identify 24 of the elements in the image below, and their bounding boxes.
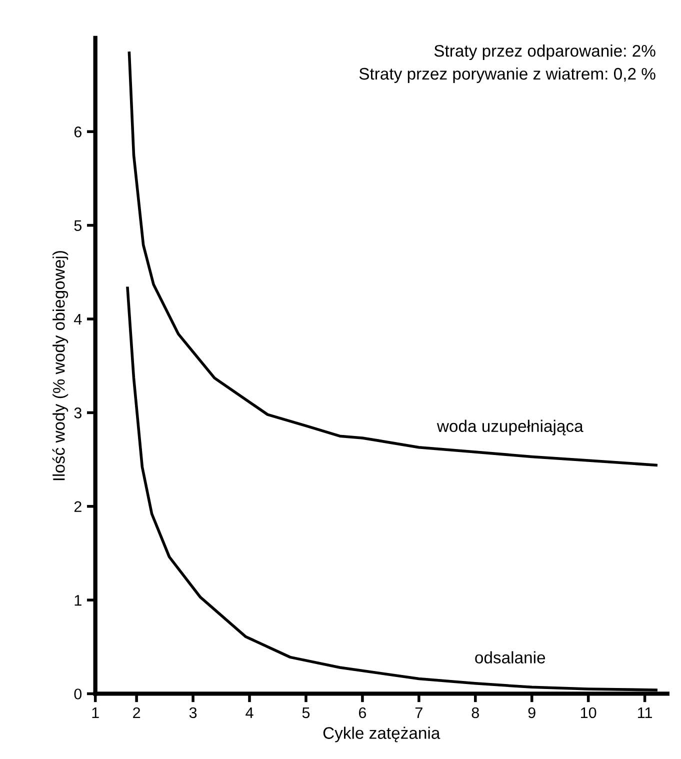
x-tick-label: 6 — [358, 707, 366, 718]
y-tick-label: 6 — [74, 126, 82, 138]
annotation: Straty przez odparowanie: 2% — [434, 44, 656, 60]
x-tick-label: 10 — [580, 707, 596, 718]
x-tick-label: 1 — [92, 707, 99, 718]
annotation: Straty przez porywanie z wiatrem: 0,2 % — [359, 67, 656, 83]
x-tick-label: 4 — [246, 707, 254, 718]
x-tick-label: 3 — [189, 707, 197, 718]
x-tick-label: 7 — [415, 707, 422, 718]
y-tick-label: 5 — [74, 220, 82, 231]
series-label: odsalanie — [475, 651, 546, 664]
x-tick-label: 8 — [472, 707, 479, 718]
series-label: woda uzupełniająca — [436, 420, 584, 436]
y-tick-label: 3 — [74, 408, 82, 418]
y-tick-label: 1 — [74, 595, 82, 606]
x-tick-label: 9 — [528, 707, 536, 718]
y-axis-title: Ilość wody (% wody obiegowej) — [52, 251, 68, 480]
x-tick-label: 2 — [133, 707, 140, 718]
x-axis-title: Cykle zatężania — [323, 726, 440, 742]
x-tick-label: 11 — [638, 707, 652, 718]
x-tick-label: 5 — [302, 707, 310, 718]
y-tick-label: 2 — [74, 501, 82, 512]
y-tick-label: 0 — [74, 688, 82, 700]
y-tick-label: 4 — [74, 314, 82, 325]
